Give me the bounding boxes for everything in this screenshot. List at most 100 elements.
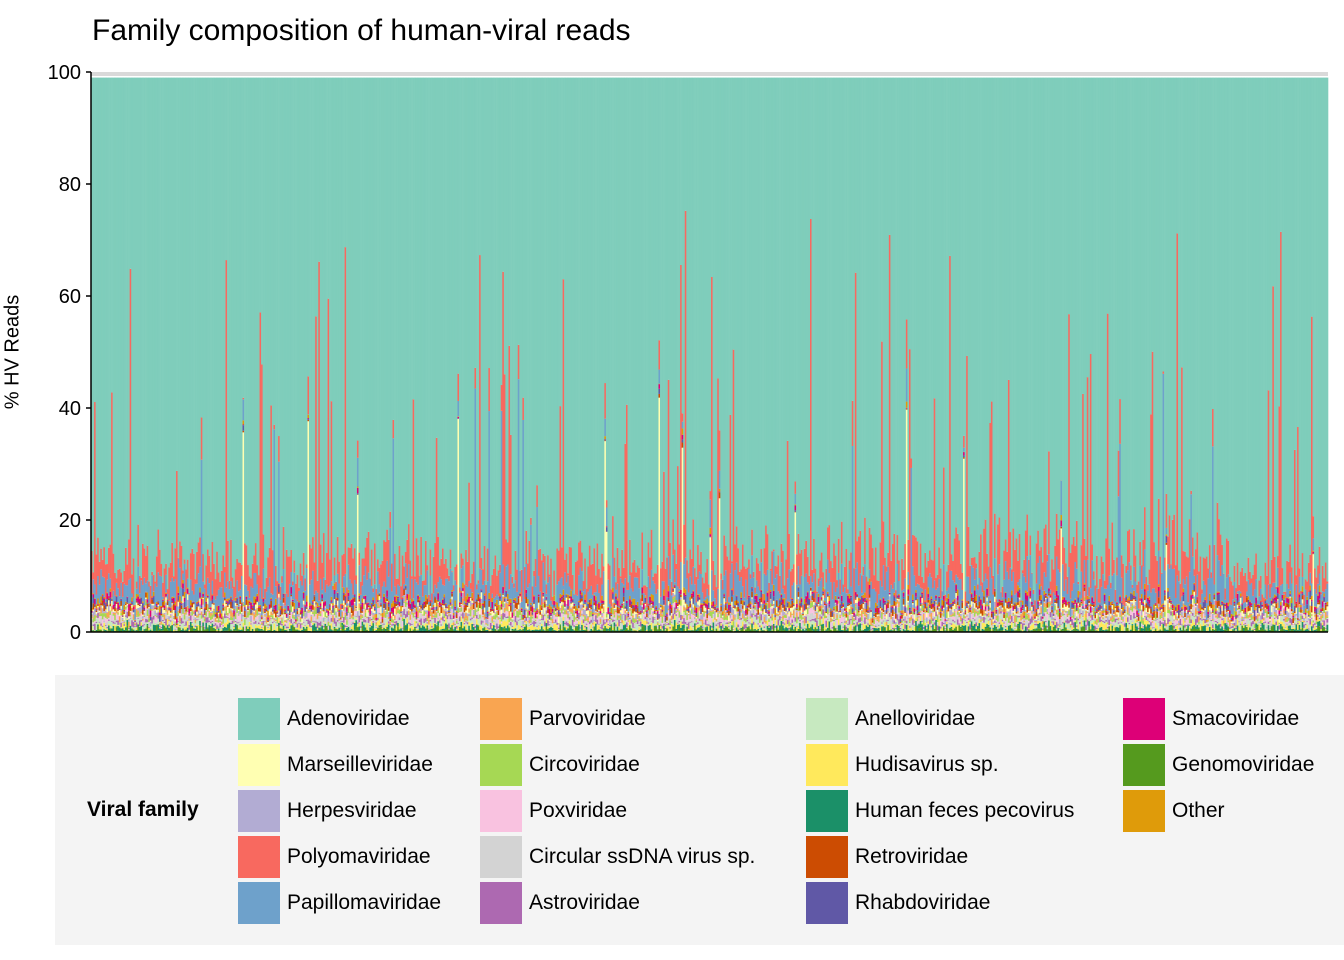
bar-segment bbox=[162, 596, 164, 600]
bar-segment bbox=[271, 77, 274, 551]
bar-segment bbox=[293, 609, 296, 611]
bar-segment bbox=[270, 623, 273, 625]
bar-segment bbox=[516, 629, 519, 631]
bar-segment bbox=[172, 617, 175, 619]
bar-segment bbox=[162, 600, 164, 601]
bar-segment bbox=[278, 592, 280, 594]
bar-segment bbox=[160, 605, 163, 607]
bar-segment bbox=[120, 599, 123, 600]
bar-segment bbox=[415, 630, 418, 632]
bar-segment bbox=[403, 602, 406, 608]
bar-segment bbox=[438, 618, 441, 621]
bar-segment bbox=[389, 612, 392, 619]
bar-segment bbox=[97, 610, 100, 612]
bar-segment bbox=[244, 610, 246, 618]
bar-segment bbox=[208, 608, 211, 610]
bar-segment bbox=[373, 621, 376, 623]
bar-segment bbox=[445, 611, 447, 617]
bar-segment bbox=[172, 610, 175, 617]
bar-segment bbox=[503, 628, 506, 632]
bar-segment bbox=[469, 597, 472, 599]
bar-segment bbox=[404, 563, 407, 585]
bar-segment bbox=[377, 617, 379, 621]
bar-segment bbox=[282, 569, 285, 594]
bar-segment bbox=[172, 596, 175, 598]
bar-segment bbox=[483, 626, 486, 628]
bar-segment bbox=[104, 610, 107, 613]
bar-segment bbox=[227, 624, 229, 631]
bar-segment bbox=[361, 620, 364, 622]
bar-segment bbox=[197, 624, 200, 631]
bar-segment bbox=[225, 605, 228, 611]
bar-segment bbox=[160, 606, 163, 609]
bar-segment bbox=[445, 623, 447, 630]
bar-segment bbox=[460, 596, 463, 603]
bar-segment bbox=[267, 621, 270, 624]
bar-segment bbox=[282, 625, 285, 628]
bar-segment bbox=[355, 626, 358, 632]
bar-segment bbox=[455, 625, 458, 626]
bar-segment bbox=[142, 77, 144, 544]
bar-segment bbox=[372, 77, 375, 589]
bar-segment bbox=[370, 549, 373, 586]
bar-segment bbox=[199, 614, 202, 621]
bar-segment bbox=[510, 605, 512, 612]
bar-segment bbox=[510, 77, 512, 435]
bar-segment bbox=[132, 627, 135, 629]
bar-segment bbox=[403, 583, 406, 589]
bar-segment bbox=[304, 628, 307, 630]
bar-segment bbox=[411, 630, 413, 632]
bar-segment bbox=[513, 609, 515, 613]
bar-segment bbox=[414, 579, 417, 605]
bar-segment bbox=[431, 628, 434, 629]
bar-segment bbox=[108, 618, 110, 620]
bar-segment bbox=[208, 77, 211, 556]
bar-segment bbox=[244, 543, 246, 585]
bar-segment bbox=[335, 627, 338, 629]
bar-segment bbox=[429, 601, 432, 604]
bar-segment bbox=[196, 606, 198, 612]
bar-segment bbox=[279, 586, 282, 601]
bar-segment bbox=[352, 623, 355, 626]
bar-segment bbox=[404, 589, 407, 596]
bar-segment bbox=[319, 602, 322, 604]
bar-segment bbox=[290, 593, 293, 595]
bar-segment bbox=[378, 592, 381, 594]
bar-segment bbox=[460, 591, 463, 593]
bar-segment bbox=[168, 77, 171, 568]
bar-segment bbox=[128, 628, 130, 630]
bar-segment bbox=[208, 622, 211, 625]
bar-segment bbox=[415, 629, 418, 631]
bar-segment bbox=[261, 77, 263, 365]
bar-segment bbox=[319, 616, 322, 621]
bar-segment bbox=[372, 628, 375, 632]
bar-segment bbox=[123, 612, 126, 614]
bar-segment bbox=[94, 584, 96, 599]
bar-segment bbox=[265, 605, 268, 608]
bar-segment bbox=[307, 608, 310, 610]
bar-segment bbox=[466, 606, 469, 614]
bar-segment bbox=[468, 609, 471, 613]
bar-segment bbox=[299, 629, 302, 631]
bar-segment bbox=[462, 77, 464, 559]
bar-segment bbox=[435, 609, 438, 611]
bar-segment bbox=[234, 622, 237, 624]
bar-segment bbox=[270, 405, 273, 594]
bar-segment bbox=[180, 77, 183, 546]
bar-segment bbox=[185, 611, 188, 614]
bar-segment bbox=[364, 547, 367, 567]
bar-segment bbox=[208, 610, 211, 611]
bar-segment bbox=[423, 601, 426, 602]
bar-segment bbox=[479, 629, 481, 631]
bar-segment bbox=[312, 612, 314, 614]
bar-segment bbox=[196, 617, 198, 618]
bar-segment bbox=[318, 626, 321, 628]
bar-segment bbox=[203, 608, 206, 610]
bar-segment bbox=[282, 608, 285, 613]
bar-segment bbox=[445, 608, 447, 611]
bar-segment bbox=[502, 608, 505, 613]
bar-segment bbox=[135, 618, 138, 623]
bar-segment bbox=[251, 622, 254, 626]
bar-segment bbox=[472, 601, 475, 603]
bar-segment bbox=[166, 614, 169, 616]
